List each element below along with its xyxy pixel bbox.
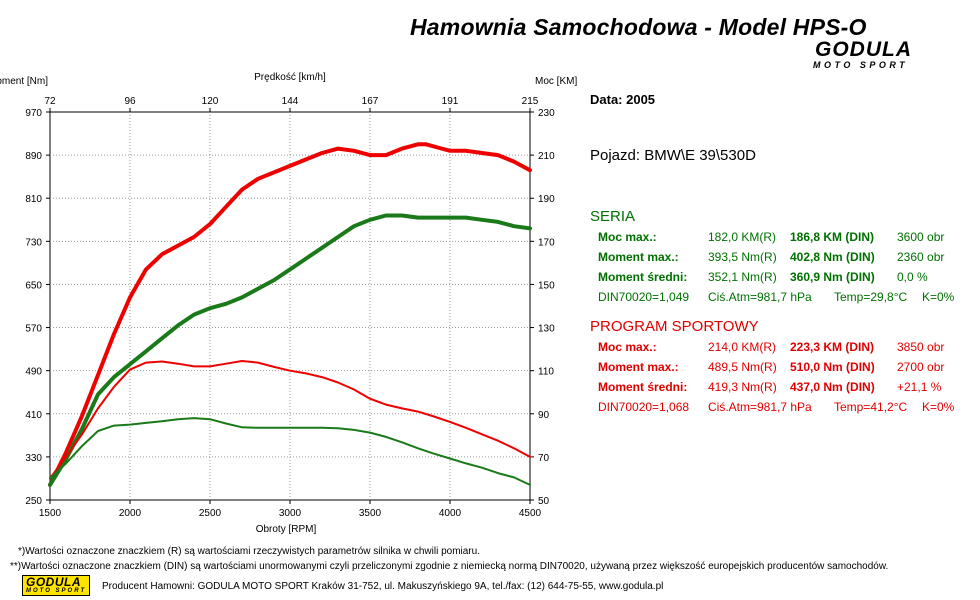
program-row-real: 214,0 KM(R): [708, 340, 777, 354]
y-left-tick-label: 730: [25, 237, 42, 248]
date-label: Data: 2005: [590, 92, 656, 107]
y-right-tick-label: 90: [538, 410, 550, 421]
y-left-tick-label: 570: [25, 324, 42, 335]
x-tick-label: 4500: [519, 508, 542, 519]
y-left-tick-label: 490: [25, 367, 42, 378]
program-din-din: DIN70020=1,068: [598, 400, 690, 414]
y-left-axis-label: Moment [Nm]: [0, 76, 48, 87]
y-right-tick-label: 70: [538, 453, 550, 464]
brand-logo-top: GODULA MOTO SPORT: [813, 38, 912, 70]
y-left-tick-label: 650: [25, 280, 42, 291]
program-row-din: 223,3 KM (DIN): [790, 340, 875, 354]
seria-row-label: Moment max.:: [598, 250, 679, 264]
y-right-tick-label: 50: [538, 496, 550, 507]
seria-row-real: 393,5 Nm(R): [708, 250, 777, 264]
program-row-label: Moment średni:: [598, 380, 688, 394]
series-line-0: [48, 142, 532, 487]
program-row-din: 437,0 Nm (DIN): [790, 380, 875, 394]
seria-row-real: 352,1 Nm(R): [708, 270, 777, 284]
top-tick-label: 120: [202, 96, 219, 107]
seria-din-k: K=0%: [922, 290, 955, 304]
seria-row-label: Moc max.:: [598, 230, 657, 244]
plot-area: [49, 111, 531, 501]
y-left-tick-label: 970: [25, 108, 42, 119]
top-tick-label: 72: [44, 96, 56, 107]
logo-sub-text: MOTO SPORT: [813, 60, 909, 70]
y-left-tick-label: 250: [25, 496, 42, 507]
seria-row-real: 182,0 KM(R): [708, 230, 777, 244]
page-title: Hamownia Samochodowa - Model HPS-O: [410, 14, 867, 40]
program-heading: PROGRAM SPORTOWY: [590, 318, 759, 335]
program-row-extra: 3850 obr: [897, 340, 945, 354]
program-row-label: Moc max.:: [598, 340, 657, 354]
seria-row-din: 402,8 Nm (DIN): [790, 250, 875, 264]
seria-heading: SERIA: [590, 208, 636, 225]
x-tick-label: 2000: [119, 508, 142, 519]
seria-din-temp: Temp=29,8°C: [834, 290, 908, 304]
logo-brand-text: GODULA: [815, 38, 912, 61]
program-row-label: Moment max.:: [598, 360, 679, 374]
top-tick-label: 144: [282, 96, 299, 107]
x-tick-label: 3000: [279, 508, 302, 519]
program-din-temp: Temp=41,2°C: [834, 400, 908, 414]
footer-note-din: **)Wartości oznaczone znaczkiem (DIN) są…: [10, 561, 889, 572]
top-tick-label: 96: [124, 96, 136, 107]
top-axis-label: Prędkość [km/h]: [254, 72, 326, 83]
y-right-tick-label: 210: [538, 151, 555, 162]
seria-row-din: 186,8 KM (DIN): [790, 230, 875, 244]
top-tick-label: 167: [362, 96, 379, 107]
y-right-tick-label: 110: [538, 367, 554, 378]
x-tick-label: 3500: [359, 508, 382, 519]
seria-din-atm: Ciś.Atm=981,7 hPa: [708, 290, 812, 304]
y-right-tick-label: 170: [538, 237, 555, 248]
x-axis-label: Obroty [RPM]: [256, 524, 317, 535]
top-tick-label: 215: [522, 96, 539, 107]
y-left-tick-label: 410: [25, 410, 42, 421]
program-din-atm: Ciś.Atm=981,7 hPa: [708, 400, 812, 414]
brand-logo-bottom: GODULA MOTO SPORT: [22, 575, 91, 596]
seria-din-din: DIN70020=1,049: [598, 290, 690, 304]
footer-note-real: *)Wartości oznaczone znaczkiem (R) są wa…: [18, 546, 480, 557]
y-right-tick-label: 130: [538, 324, 555, 335]
y-right-tick-label: 190: [538, 194, 555, 205]
footer-producer: Producent Hamowni: GODULA MOTO SPORT Kra…: [102, 581, 664, 592]
x-tick-label: 2500: [199, 508, 222, 519]
y-left-tick-label: 810: [25, 194, 42, 205]
top-tick-label: 191: [442, 96, 459, 107]
seria-row-extra: 3600 obr: [897, 230, 945, 244]
series-line-1: [48, 213, 532, 487]
program-din-k: K=0%: [922, 400, 955, 414]
logo-bottom-sub-text: MOTO SPORT: [26, 588, 87, 594]
seria-row-label: Moment średni:: [598, 270, 688, 284]
program-row-extra: +21,1 %: [897, 380, 942, 394]
program-row-real: 419,3 Nm(R): [708, 380, 777, 394]
seria-row-extra: 0,0 %: [897, 270, 928, 284]
y-right-tick-label: 230: [538, 108, 555, 119]
seria-row-din: 360,9 Nm (DIN): [790, 270, 875, 284]
logo-bottom-brand-text: GODULA: [26, 575, 81, 589]
y-right-axis-label: Moc [KM]: [535, 76, 577, 87]
y-right-tick-label: 150: [538, 280, 555, 291]
program-row-extra: 2700 obr: [897, 360, 945, 374]
program-row-real: 489,5 Nm(R): [708, 360, 777, 374]
series-line-2: [49, 360, 531, 480]
program-row-din: 510,0 Nm (DIN): [790, 360, 875, 374]
y-left-tick-label: 890: [25, 151, 42, 162]
seria-row-extra: 2360 obr: [897, 250, 945, 264]
x-tick-label: 1500: [39, 508, 62, 519]
vehicle-label: Pojazd: BMW\E 39\530D: [590, 147, 756, 164]
x-tick-label: 4000: [439, 508, 462, 519]
y-left-tick-label: 330: [25, 453, 42, 464]
series-line-3: [49, 417, 531, 486]
